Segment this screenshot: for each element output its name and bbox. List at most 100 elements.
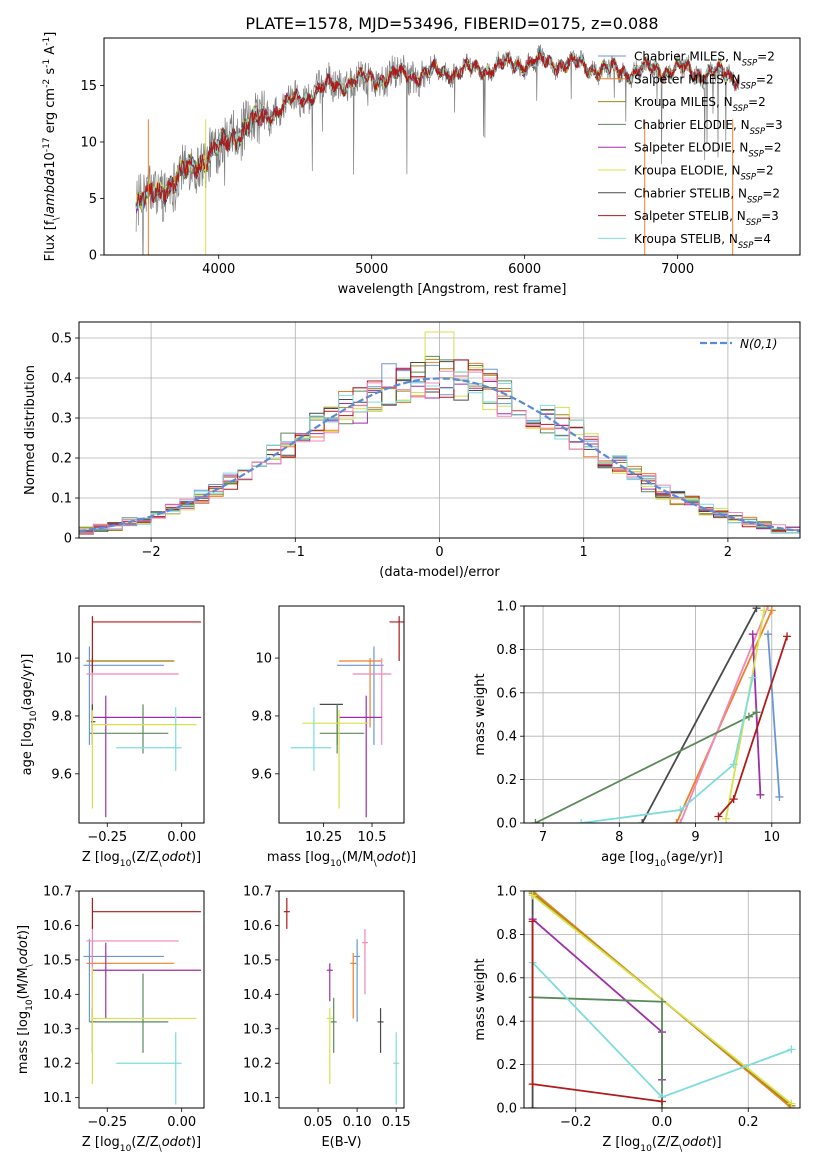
y-tick-label: 10.2 — [43, 1057, 72, 1072]
y-tick-label: 0.6 — [496, 686, 517, 701]
plot-area — [83, 616, 202, 818]
mass-weight-line — [679, 606, 769, 823]
plus-marker — [760, 606, 769, 615]
plot-area — [528, 891, 796, 1108]
plus-marker — [763, 630, 772, 639]
plus-marker — [748, 630, 757, 639]
y-tick-label: 10.1 — [43, 1091, 72, 1106]
plus-marker — [729, 795, 738, 804]
legend-entry: Chabrier MILES, NSSP=2 — [634, 50, 775, 68]
errorbar-point — [319, 704, 365, 754]
plus-marker — [638, 819, 647, 823]
plus-marker — [722, 814, 731, 823]
legend-entry: Salpeter MILES, NSSP=2 — [634, 72, 774, 90]
errorbar-point — [326, 963, 333, 1002]
x-tick-label: 0.10 — [343, 1115, 372, 1130]
y-axis-label: Flux [f\lambda10-17 erg cm-2 s-1 A-1] — [42, 32, 62, 262]
y-tick-label: 10.4 — [43, 988, 72, 1003]
y-axis-label: age [log10(age/yr)] — [20, 654, 39, 776]
x-tick-label: 0.05 — [304, 1115, 333, 1130]
errorbar-point — [302, 710, 369, 809]
axes-frame — [78, 605, 205, 824]
x-tick-label: 0.00 — [167, 830, 196, 845]
y-tick-label: 0.2 — [51, 452, 72, 467]
y-tick-label: 9.8 — [251, 709, 272, 724]
plot-area — [290, 616, 404, 818]
errorbar-point — [89, 973, 169, 1053]
errorbar-point — [361, 928, 368, 995]
plus-marker — [748, 673, 757, 682]
y-tick-label: 10.7 — [43, 885, 72, 900]
y-tick-label: 0 — [64, 532, 72, 547]
plus-marker — [528, 891, 537, 900]
spectrum-legend: Chabrier MILES, NSSP=2 Salpeter MILES, NS… — [598, 50, 783, 250]
panel-weight_vs_Z: −0.2 0.0 0.2 0.0 0.2 0.4 0.6 0.8 1.0 Z [log10(Z/Z… — [473, 885, 801, 1154]
errorbar-point — [352, 658, 392, 745]
plus-marker — [676, 805, 685, 814]
x-tick-label: 10.25 — [305, 830, 342, 845]
mass-weight-line — [767, 634, 781, 798]
errorbar-point — [89, 704, 169, 754]
y-tick-label: 0.0 — [496, 817, 517, 832]
y-tick-label: 10.6 — [243, 919, 272, 934]
y-tick-label: 9.8 — [51, 709, 72, 724]
errorbar-point — [326, 1008, 333, 1084]
x-tick-label: 2 — [724, 545, 732, 560]
plus-marker — [528, 1080, 537, 1089]
errorbar-point — [92, 942, 202, 1019]
errorbar-point — [290, 707, 332, 771]
plus-marker — [676, 819, 685, 823]
plus-marker — [658, 1097, 666, 1106]
y-tick-label: 0.6 — [496, 971, 517, 986]
y-tick-label: 0.2 — [496, 773, 517, 788]
panel-age_vs_Z: −0.25 0.00 9.6 9.8 10 Z [log10(Z/Z\odot)] age … — [20, 605, 205, 869]
plot-area — [283, 897, 400, 1105]
x-tick-label: −0.2 — [560, 1115, 592, 1130]
plus-marker — [744, 712, 753, 721]
y-tick-label: 0.1 — [51, 492, 72, 507]
mass-weight-line — [534, 711, 757, 823]
plus-marker — [767, 606, 776, 615]
x-axis-label: Z [log10(Z/Z\odot)] — [82, 850, 201, 869]
chart-title: PLATE=1578, MJD=53496, FIBERID=0175, z=0… — [245, 14, 658, 33]
y-tick-label: 10.7 — [243, 885, 272, 900]
errorbar-point — [389, 616, 404, 661]
errorbar-point — [86, 925, 179, 995]
y-tick-label: 0.8 — [496, 643, 517, 658]
y-tick-label: 10 — [80, 135, 97, 150]
errorbar-point — [91, 616, 202, 673]
panel-residuals: −2 −1 0 1 2 0 0.1 0.2 0.3 0.4 0.5 (data-model)/erro… — [23, 321, 801, 580]
plus-marker — [775, 792, 784, 801]
errorbar-point — [116, 1032, 182, 1105]
y-axis-label: mass weight — [473, 958, 488, 1040]
panel-spectrum: 4000 5000 6000 7000 0 5 10 15 wavelength [Angstr… — [42, 14, 801, 297]
plus-marker — [763, 606, 772, 610]
x-axis-label: mass [log10(M/M\odot)] — [267, 850, 416, 869]
x-tick-label: −1 — [286, 545, 305, 560]
panel-mass_vs_Z: −0.25 0.00 10.1 10.2 10.3 10.4 10.5 10.6 10.7 Z [… — [16, 885, 205, 1154]
plot-area — [531, 606, 792, 823]
x-tick-label: 7 — [539, 830, 547, 845]
y-tick-label: 10.4 — [243, 988, 272, 1003]
errorbar-point — [330, 997, 337, 1053]
x-tick-label: −0.25 — [87, 1115, 127, 1130]
x-axis-label: E(B-V) — [321, 1135, 361, 1150]
plus-marker — [528, 917, 537, 926]
plus-marker — [783, 632, 792, 641]
errorbar-point — [339, 658, 382, 728]
x-tick-label: 10 — [764, 830, 781, 845]
y-tick-label: 10.3 — [43, 1022, 72, 1037]
x-tick-label: 0.2 — [738, 1115, 759, 1130]
axes-frame — [278, 605, 405, 824]
x-axis-label: age [log10(age/yr)] — [601, 850, 723, 869]
y-tick-label: 10.5 — [43, 953, 72, 968]
x-axis-label: Z [log10(Z/Z\odot)] — [82, 1135, 201, 1154]
x-tick-label: 4000 — [202, 262, 235, 277]
plus-marker — [528, 1104, 537, 1108]
y-tick-label: 0.3 — [51, 412, 72, 427]
errorbar-point — [86, 942, 175, 1019]
errorbar-point — [91, 710, 197, 809]
y-tick-label: 1.0 — [496, 600, 517, 615]
y-axis-label: mass [log10(M/M\odot)] — [16, 925, 35, 1074]
errorbar-point — [86, 658, 179, 745]
